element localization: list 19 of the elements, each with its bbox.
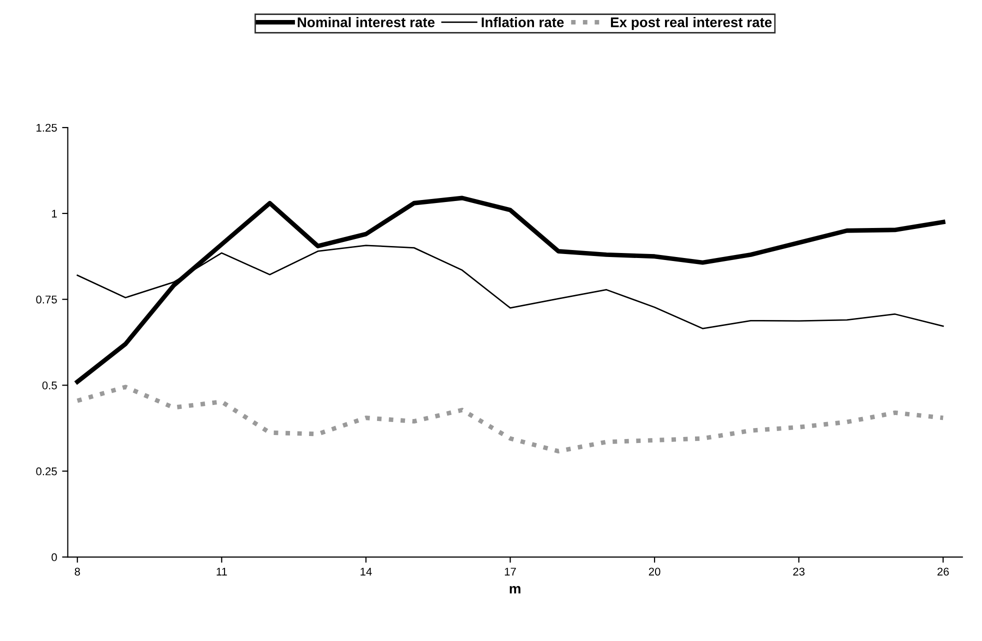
x-tick-label: 17 [504,568,516,576]
legend-label: Inflation rate [482,17,564,28]
x-tick-label: 20 [648,568,660,576]
x-tick-label: 11 [216,568,227,576]
y-tick-label: 1 [52,210,57,218]
x-tick-label: 23 [793,568,805,576]
x-axis-title: m [510,586,520,594]
x-tick-label: 8 [74,568,80,576]
x-tick-label: 26 [938,568,949,576]
legend-label: Ex post real interest rate [610,17,772,30]
y-tick-label: 1.25 [36,124,57,132]
x-tick-label: 14 [360,568,372,576]
y-tick-label: 0.5 [42,382,57,390]
y-tick-label: 0 [52,553,57,562]
y-tick-label: 0.75 [36,296,57,304]
line-series [75,384,946,454]
legend-label: Nominal interest rate [298,17,435,28]
line-series [75,196,946,384]
y-tick-label: 0.25 [36,467,57,476]
